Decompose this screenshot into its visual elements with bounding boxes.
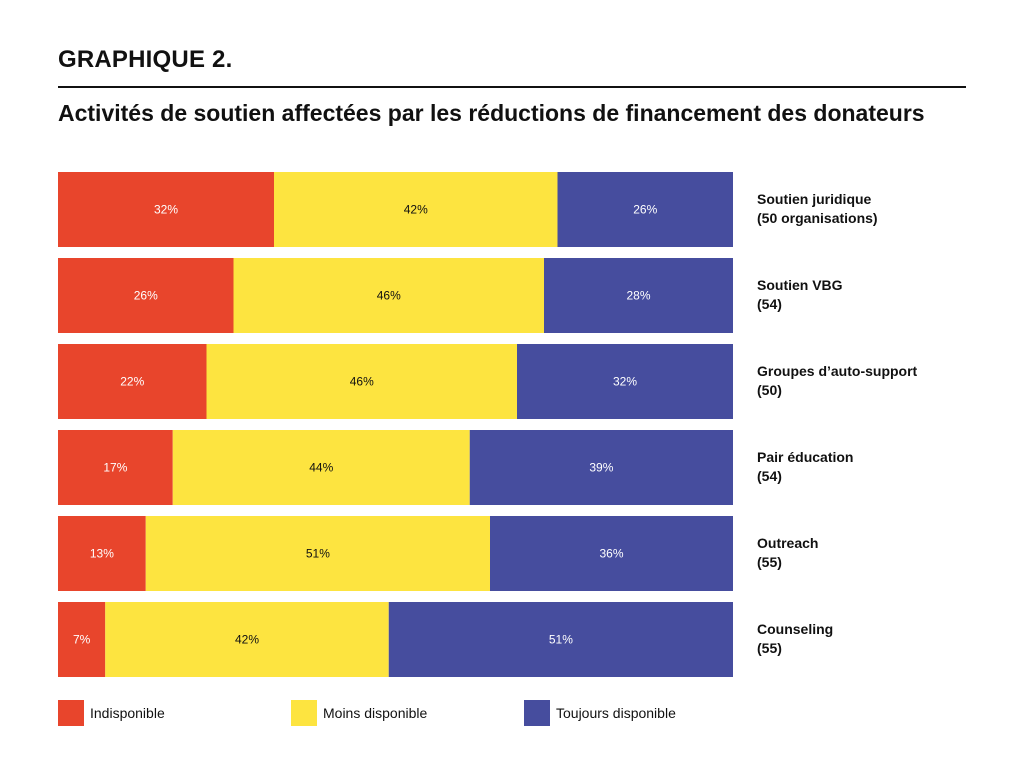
data-label: 32% [154,203,178,217]
legend-label: Moins disponible [323,705,427,721]
data-label: 51% [549,633,573,647]
category-detail-label: (54) [757,468,782,484]
bar-segment [388,602,733,677]
bar-segment [172,430,470,505]
bar-segment [274,172,558,247]
data-label: 32% [613,375,637,389]
heading-divider [58,86,966,88]
bar-segment [517,344,733,419]
category-label: Soutien VBG [757,277,843,293]
data-label: 26% [134,289,158,303]
category-label: Counseling [757,621,833,637]
legend-label: Toujours disponible [556,705,676,721]
data-label: 46% [350,375,374,389]
category-detail-label: (50) [757,382,782,398]
category-detail-label: (50 organisations) [757,210,878,226]
bar-segment [58,602,106,677]
legend-swatch [58,700,84,726]
bar-segment [58,344,207,419]
bar-segment [105,602,389,677]
bar-segment [58,172,274,247]
data-label: 42% [404,203,428,217]
data-label: 28% [626,289,650,303]
data-label: 7% [73,633,91,647]
bar-segment [58,258,234,333]
legend-swatch [524,700,550,726]
data-label: 39% [589,461,613,475]
data-label: 26% [633,203,657,217]
category-label: Pair éducation [757,449,853,465]
bar-segment [233,258,544,333]
data-label: 36% [599,547,623,561]
bar-segment [145,516,490,591]
data-label: 42% [235,633,259,647]
data-label: 44% [309,461,333,475]
legend-swatch [291,700,317,726]
bar-segment [469,430,733,505]
bar-segment [58,430,173,505]
data-label: 13% [90,547,114,561]
data-label: 51% [306,547,330,561]
chart-heading: GRAPHIQUE 2. [58,46,233,73]
category-label: Soutien juridique [757,191,872,207]
legend-label: Indisponible [90,705,165,721]
bar-segment [544,258,733,333]
bar-segment [490,516,733,591]
bar-segment [557,172,733,247]
data-label: 17% [103,461,127,475]
category-detail-label: (55) [757,640,782,656]
category-detail-label: (55) [757,554,782,570]
category-label: Outreach [757,535,818,551]
chart-title: Activités de soutien affectées par les r… [58,100,925,126]
bar-segment [206,344,517,419]
category-detail-label: (54) [757,296,782,312]
data-label: 46% [377,289,401,303]
data-label: 22% [120,375,144,389]
category-label: Groupes d’auto-support [757,363,918,379]
bar-segment [58,516,146,591]
